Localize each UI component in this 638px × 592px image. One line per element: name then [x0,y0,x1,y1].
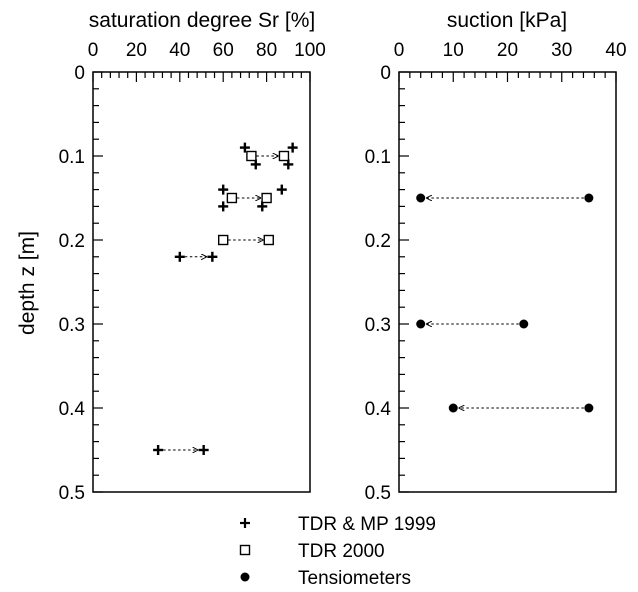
suction-panel: suction [kPa] 0 10 20 30 40 0 0.1 0.2 0.3 0.4 0.5 [365,9,627,504]
circle-marker [584,403,594,413]
plus-marker [276,184,287,195]
square-marker [226,192,238,204]
square-marker [217,234,229,246]
depth-axis-label: depth z [m] [16,231,39,335]
plus-marker [198,445,209,455]
suction-x-tick-label: 30 [551,40,572,61]
suction-y-tick-label: 0.2 [365,231,391,252]
saturation-y-tick-label: 0.4 [59,399,86,420]
suction-y-tick-label: 0.3 [365,315,391,336]
legend-marker-square [239,544,251,556]
saturation-x-tick-label: 80 [256,40,277,61]
plus-marker [218,184,229,195]
plus-marker [287,142,298,153]
saturation-x-tick-label: 60 [213,40,234,61]
suction-y-tick-label: 0 [380,63,391,84]
legend-label-tdr-2000: TDR 2000 [298,541,385,562]
legend-label-tdr-mp-1999: TDR & MP 1999 [298,514,436,535]
saturation-y-tick-label: 0.5 [59,483,85,504]
suction-marks: 0 10 20 30 40 0 0.1 0.2 0.3 0.4 0.5 [365,40,627,504]
suction-y-tick-label: 0.5 [365,483,391,504]
plus-marker [207,251,218,262]
plus-marker [239,142,250,153]
suction-y-tick-label: 0.4 [365,399,392,420]
circle-marker [416,193,426,203]
suction-x-tick-label: 40 [605,40,626,61]
circle-marker [416,319,426,329]
saturation-x-tick-label: 40 [169,40,190,61]
saturation-x-tick-label: 100 [294,40,326,61]
suction-y-tick-label: 0.1 [365,147,391,168]
legend: TDR & MP 1999 TDR 2000 Tensiometers [239,514,436,589]
saturation-marks: 0 20 40 60 80 100 0 0.1 0.2 0.3 0.4 0.5 [59,40,326,504]
square-marker [246,150,257,162]
saturation-panel: saturation degree Sr [%] depth z [m] 0 20… [16,9,326,504]
plus-marker [218,201,229,212]
plus-marker [174,251,185,262]
saturation-y-tick-label: 0.2 [59,231,85,252]
saturation-y-tick-label: 0.3 [59,315,85,336]
circle-marker [448,403,458,413]
saturation-y-tick-label: 0 [74,63,85,84]
plus-marker [153,445,164,455]
legend-marker-circle [240,572,250,582]
legend-marker-plus [240,518,250,528]
saturation-x-tick-label: 0 [88,40,99,61]
saturation-panel-title: saturation degree Sr [%] [89,9,315,32]
saturation-plot-frame [92,71,311,493]
square-marker [263,234,274,246]
legend-label-tensiometers: Tensiometers [298,568,411,589]
suction-x-tick-label: 0 [394,40,405,61]
suction-x-tick-label: 20 [497,40,518,61]
square-marker [278,150,290,162]
suction-panel-title: suction [kPa] [447,9,567,32]
circle-marker [584,193,594,203]
suction-x-tick-label: 10 [443,40,464,61]
suction-plot-frame [398,71,617,493]
square-marker [261,192,272,204]
saturation-x-tick-label: 20 [126,40,147,61]
circle-marker [519,319,529,329]
saturation-y-tick-label: 0.1 [59,147,85,168]
